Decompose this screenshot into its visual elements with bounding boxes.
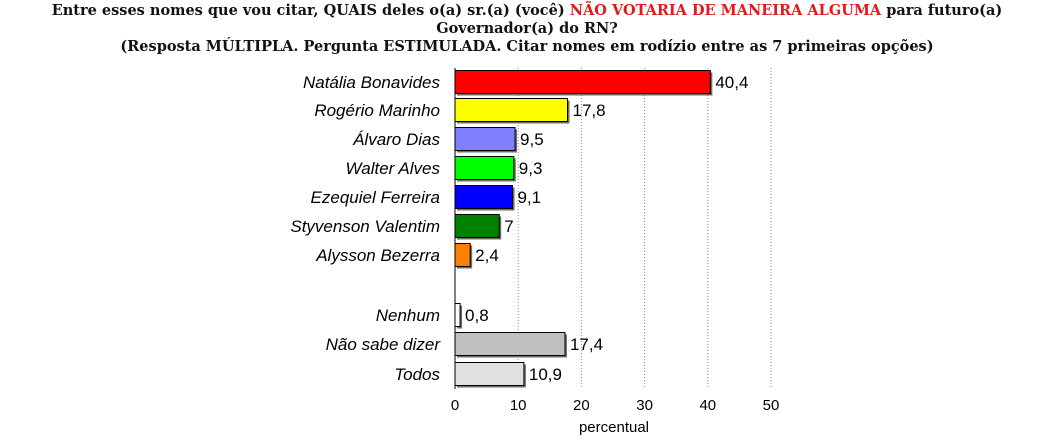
title-line-2: (Resposta MÚLTIPLA. Pergunta ESTIMULADA.…	[120, 38, 934, 55]
x-axis-label: percentual	[579, 419, 649, 436]
category-label: Álvaro Dias	[352, 130, 440, 149]
category-label: Rogério Marinho	[314, 101, 440, 120]
x-tick-label: 20	[573, 397, 590, 414]
data-label: 0,8	[465, 306, 489, 325]
data-label: 40,4	[715, 73, 748, 92]
x-tick-label: 30	[636, 397, 653, 414]
category-label: Walter Alves	[346, 159, 441, 178]
data-label: 7	[504, 217, 513, 236]
title-line-1: Entre esses nomes que vou citar, QUAIS d…	[0, 2, 1054, 38]
category-label: Styvenson Valentim	[290, 217, 440, 236]
category-label: Natália Bonavides	[303, 73, 441, 92]
bar	[454, 243, 471, 267]
category-label: Alysson Bezerra	[315, 246, 440, 265]
title-line-1-end: para futuro(a) Governador(a) do RN?	[436, 2, 1003, 37]
x-tick-label: 10	[510, 397, 527, 414]
data-label: 9,3	[519, 159, 543, 178]
bar	[454, 127, 516, 151]
data-label: 2,4	[475, 246, 499, 265]
bar	[454, 70, 711, 94]
chart-title: Entre esses nomes que vou citar, QUAIS d…	[0, 2, 1054, 56]
bar	[454, 303, 461, 327]
bar	[454, 156, 515, 180]
category-label: Nenhum	[376, 306, 440, 325]
title-line-1-start: Entre esses nomes que vou citar, QUAIS d…	[51, 2, 570, 19]
bar	[454, 362, 525, 386]
data-label: 10,9	[529, 365, 562, 384]
bar	[454, 185, 514, 209]
category-label: Ezequiel Ferreira	[311, 188, 440, 207]
data-label: 17,8	[572, 101, 605, 120]
data-label: 17,4	[570, 335, 603, 354]
x-tick-label: 50	[763, 397, 780, 414]
data-label: 9,1	[518, 188, 542, 207]
title-line-1-highlight: NÃO VOTARIA DE MANEIRA ALGUMA	[569, 2, 882, 19]
category-label: Todos	[394, 365, 440, 384]
data-label: 9,5	[520, 130, 544, 149]
bar	[454, 98, 568, 122]
category-label: Não sabe dizer	[326, 335, 442, 354]
bar	[454, 214, 500, 238]
x-tick-label: 0	[451, 397, 459, 414]
x-tick-label: 40	[699, 397, 716, 414]
bar	[454, 332, 566, 356]
